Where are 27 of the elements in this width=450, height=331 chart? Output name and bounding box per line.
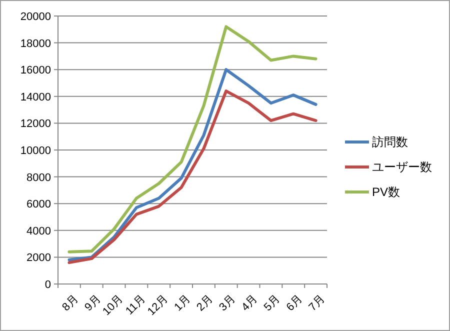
y-tick-label: 0	[44, 279, 51, 291]
y-tick-label: 2000	[26, 252, 51, 264]
x-tick-label: 7月	[306, 293, 328, 314]
y-tick-label: 4000	[26, 225, 51, 238]
x-tick-label: 12月	[146, 293, 170, 318]
y-tick-label: 14000	[20, 91, 51, 104]
x-tick-label: 11月	[124, 293, 148, 318]
x-tick-label: 5月	[262, 293, 283, 314]
y-tick-label: 6000	[26, 198, 51, 211]
y-tick-label: 20000	[20, 11, 51, 23]
legend-label: ユーザー数	[372, 160, 432, 174]
legend-label: PV数	[372, 185, 400, 199]
legend-label: 訪問数	[372, 135, 408, 149]
line-series	[68, 25, 318, 254]
y-tick-label: 8000	[26, 172, 51, 184]
x-tick-label: 3月	[217, 293, 238, 314]
y-tick-label: 18000	[20, 38, 51, 50]
x-tick-label: 2月	[194, 293, 216, 314]
y-tick-label: 10000	[20, 145, 51, 157]
x-tick-label: 9月	[82, 293, 104, 314]
x-tick-label: 6月	[284, 293, 305, 314]
y-tick-label: 12000	[20, 118, 51, 130]
x-tick-label: 1月	[172, 293, 193, 314]
x-tick-label: 8月	[60, 293, 81, 314]
x-tick-label: 10月	[100, 293, 126, 318]
y-tick-label: 16000	[20, 64, 51, 77]
x-tick-label: 4月	[240, 293, 260, 314]
